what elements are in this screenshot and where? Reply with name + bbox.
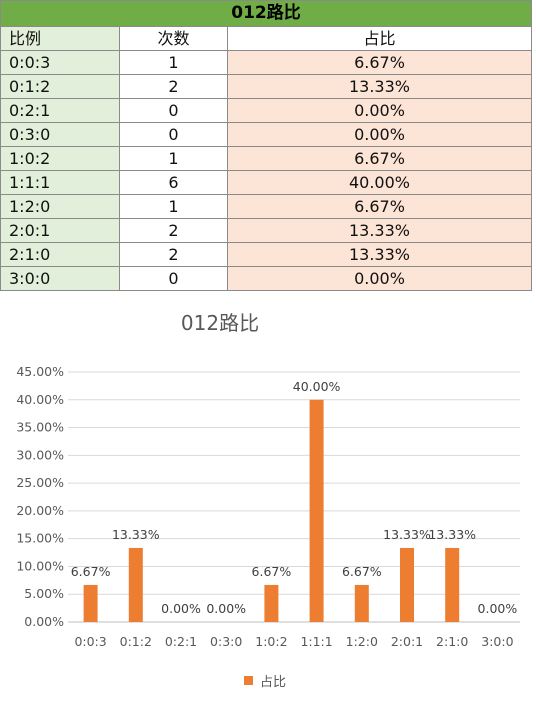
cell-percent[interactable]: 13.33% [227,218,532,243]
cell-ratio[interactable]: 1:2:0 [0,194,120,219]
table-header-row: 比例 次数 占比 [0,26,532,51]
cell-percent[interactable]: 6.67% [227,50,532,75]
y-tick-label: 45.00% [16,364,64,379]
y-tick-label: 0.00% [24,614,64,629]
data-label: 13.33% [428,527,476,542]
data-label: 0.00% [161,601,201,616]
cell-ratio[interactable]: 0:1:2 [0,74,120,99]
bar-chart: 012路比 0.00% 5.00% 10.00% 15.00% 20.00% 25.00% 3… [16,311,520,690]
chart-area: 012路比 0.00% 5.00% 10.00% 15.00% 20.00% 25.00% 3… [0,300,536,704]
cell-ratio[interactable]: 0:2:1 [0,98,120,123]
cell-count[interactable]: 0 [119,266,228,291]
cell-ratio[interactable]: 3:0:0 [0,266,120,291]
header-percent[interactable]: 占比 [227,26,532,51]
x-tick-label: 0:0:3 [74,634,106,649]
cell-count[interactable]: 1 [119,50,228,75]
data-label: 40.00% [293,379,341,394]
data-label: 0.00% [478,601,518,616]
cell-percent[interactable]: 0.00% [227,122,532,147]
table-row: 0:0:3 1 6.67% [0,50,532,75]
y-tick-label: 20.00% [16,503,64,518]
bar [128,547,143,622]
cell-ratio[interactable]: 0:3:0 [0,122,120,147]
x-tick-label: 2:1:0 [436,634,468,649]
header-ratio[interactable]: 比例 [0,26,120,51]
y-tick-label: 15.00% [16,531,64,546]
y-tick-label: 10.00% [16,558,64,573]
table-row: 1:1:1 6 40.00% [0,170,532,195]
ratio-table: 012路比 比例 次数 占比 0:0:3 1 6.67% 0:1:2 2 13.33% 0:… [0,0,532,291]
data-label: 6.67% [342,564,382,579]
cell-percent[interactable]: 40.00% [227,170,532,195]
cell-ratio[interactable]: 2:0:1 [0,218,120,243]
cell-ratio[interactable]: 1:1:1 [0,170,120,195]
legend-label: 占比 [260,675,286,690]
cell-count[interactable]: 2 [119,242,228,267]
table-row: 0:1:2 2 13.33% [0,74,532,99]
table-title-row: 012路比 [0,0,532,27]
cell-percent[interactable]: 0.00% [227,266,532,291]
x-tick-label: 2:0:1 [391,634,423,649]
bar [354,584,369,622]
cell-count[interactable]: 6 [119,170,228,195]
table-row: 0:3:0 0 0.00% [0,122,532,147]
data-label: 13.33% [112,527,160,542]
cell-percent[interactable]: 13.33% [227,74,532,99]
cell-ratio[interactable]: 0:0:3 [0,50,120,75]
bar [400,547,414,622]
bar [264,584,279,622]
bar [83,584,98,622]
table-row: 1:0:2 1 6.67% [0,146,532,171]
cell-count[interactable]: 0 [119,98,228,123]
x-tick-label: 3:0:0 [481,634,513,649]
data-label: 13.33% [383,527,431,542]
cell-percent[interactable]: 0.00% [227,98,532,123]
cell-percent[interactable]: 13.33% [227,242,532,267]
table-row: 1:2:0 1 6.67% [0,194,532,219]
chart-title: 012路比 [181,311,259,335]
x-tick-label: 0:3:0 [210,634,242,649]
y-tick-label: 5.00% [24,586,64,601]
bar [309,399,324,622]
cell-count[interactable]: 2 [119,218,228,243]
data-label: 0.00% [206,601,246,616]
x-tick-label: 1:1:1 [300,634,332,649]
x-tick-label: 0:1:2 [120,634,152,649]
table-row: 0:2:1 0 0.00% [0,98,532,123]
table-row: 3:0:0 0 0.00% [0,266,532,291]
y-tick-label: 35.00% [16,420,64,435]
y-tick-label: 25.00% [16,475,64,490]
data-label: 6.67% [252,564,292,579]
cell-ratio[interactable]: 1:0:2 [0,146,120,171]
x-tick-label: 1:0:2 [255,634,287,649]
legend-swatch [244,676,253,685]
cell-count[interactable]: 2 [119,74,228,99]
table-row: 2:1:0 2 13.33% [0,242,532,267]
cell-percent[interactable]: 6.67% [227,146,532,171]
cell-count[interactable]: 1 [119,146,228,171]
cell-ratio[interactable]: 2:1:0 [0,242,120,267]
cell-percent[interactable]: 6.67% [227,194,532,219]
data-label: 6.67% [71,564,111,579]
bar [445,547,460,622]
y-tick-label: 40.00% [16,392,64,407]
table-title: 012路比 [0,0,532,27]
x-tick-label: 1:2:0 [346,634,378,649]
y-tick-label: 30.00% [16,447,64,462]
cell-count[interactable]: 1 [119,194,228,219]
header-count[interactable]: 次数 [119,26,228,51]
table-row: 2:0:1 2 13.33% [0,218,532,243]
x-tick-label: 0:2:1 [165,634,197,649]
cell-count[interactable]: 0 [119,122,228,147]
